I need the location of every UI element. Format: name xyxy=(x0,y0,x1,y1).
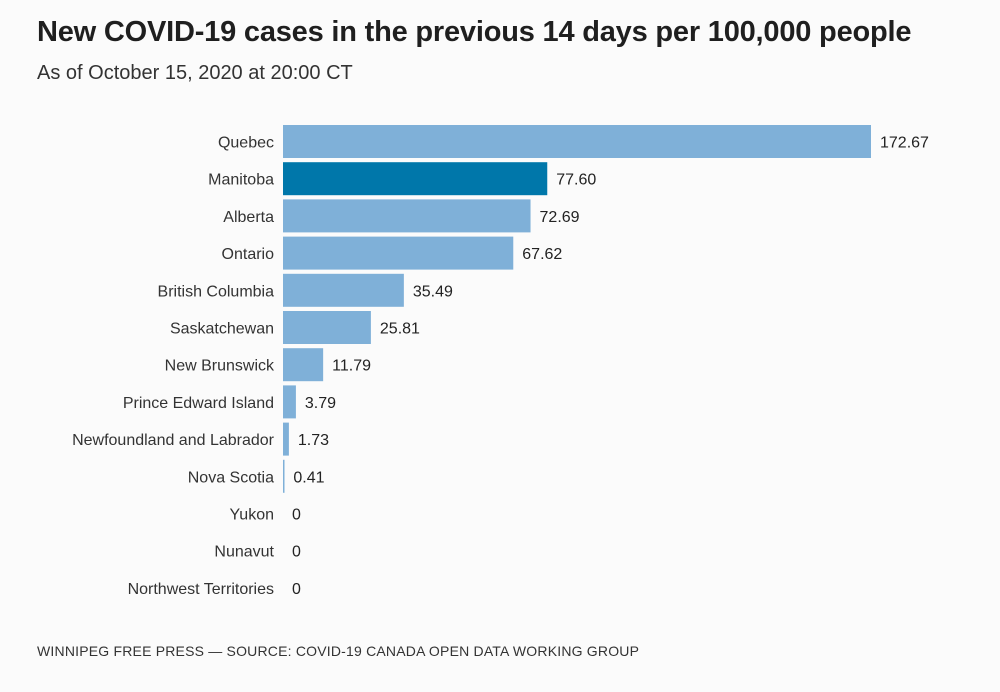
category-label-nunavut: Nunavut xyxy=(214,544,274,561)
bar-manitoba xyxy=(283,162,548,196)
value-label-quebec: 172.67 xyxy=(880,135,929,152)
bar-ontario xyxy=(283,236,514,270)
bar-quebec xyxy=(283,125,871,158)
category-label-manitoba: Manitoba xyxy=(208,172,274,189)
category-label-quebec: Quebec xyxy=(218,135,274,152)
value-label-northwest-territories: 0 xyxy=(292,581,301,598)
category-label-new-brunswick: New Brunswick xyxy=(165,358,275,375)
value-label-new-brunswick: 11.79 xyxy=(332,358,371,375)
bar-nova-scotia xyxy=(283,459,285,493)
value-label-newfoundland-and-labrador: 1.73 xyxy=(298,432,329,449)
value-label-saskatchewan: 25.81 xyxy=(380,321,420,338)
bar-alberta xyxy=(283,199,531,233)
value-label-yukon: 0 xyxy=(292,507,301,524)
chart-subtitle: As of October 15, 2020 at 20:00 CT xyxy=(37,62,353,84)
category-label-british-columbia: British Columbia xyxy=(158,283,275,300)
chart-title: New COVID-19 cases in the previous 14 da… xyxy=(37,16,912,48)
category-label-ontario: Ontario xyxy=(222,246,275,263)
category-label-saskatchewan: Saskatchewan xyxy=(170,321,274,338)
value-label-manitoba: 77.60 xyxy=(556,172,596,189)
source-credit: WINNIPEG FREE PRESS — SOURCE: COVID-19 C… xyxy=(37,643,640,659)
value-label-alberta: 72.69 xyxy=(540,209,580,226)
bar-british-columbia xyxy=(283,273,404,307)
bar-new-brunswick xyxy=(283,348,324,382)
value-label-ontario: 67.62 xyxy=(522,246,562,263)
category-label-prince-edward-island: Prince Edward Island xyxy=(123,395,274,412)
bar-newfoundland-and-labrador xyxy=(283,422,289,456)
category-label-nova-scotia: Nova Scotia xyxy=(188,469,274,486)
value-label-british-columbia: 35.49 xyxy=(413,283,453,300)
category-label-northwest-territories: Northwest Territories xyxy=(128,581,274,598)
bar-saskatchewan xyxy=(283,311,371,344)
value-label-nunavut: 0 xyxy=(292,544,301,561)
value-label-nova-scotia: 0.41 xyxy=(293,469,324,486)
category-label-alberta: Alberta xyxy=(223,209,274,226)
bar-prince-edward-island xyxy=(283,385,296,419)
category-label-yukon: Yukon xyxy=(230,507,274,524)
category-label-newfoundland-and-labrador: Newfoundland and Labrador xyxy=(72,432,275,449)
value-label-prince-edward-island: 3.79 xyxy=(305,395,336,412)
